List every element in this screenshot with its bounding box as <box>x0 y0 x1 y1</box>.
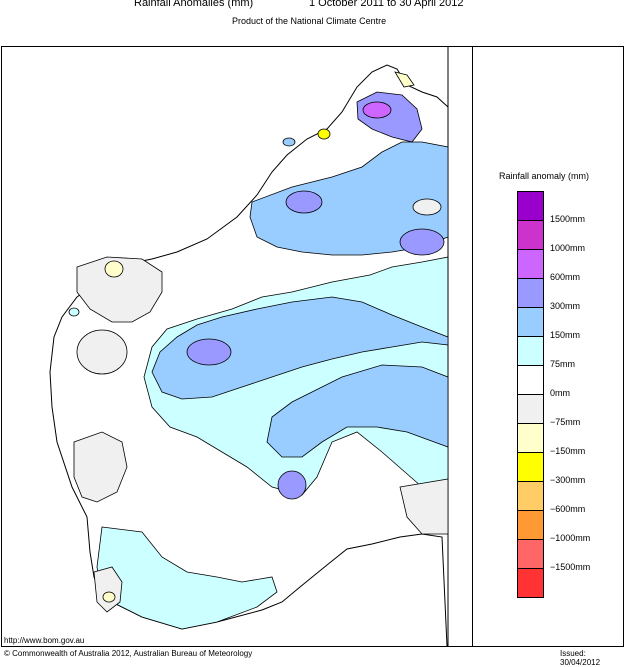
map-title: Rainfall Anomalies (mm) <box>134 0 254 9</box>
legend-swatch <box>517 307 544 337</box>
band-neg75-0-blob <box>76 329 128 375</box>
legend-swatch <box>517 249 544 279</box>
legend-label: −150mm <box>550 446 586 456</box>
legend-swatch <box>517 568 544 598</box>
band-300-600-blob <box>285 190 323 214</box>
legend-label: 0mm <box>550 388 570 398</box>
band-neg150-neg75-blob <box>102 591 116 603</box>
band-neg75-0-west <box>76 256 163 323</box>
band-300-600-blob <box>186 338 232 366</box>
source-link[interactable]: http://www.bom.gov.au <box>4 636 85 645</box>
band-neg75-0-southeast <box>399 478 449 535</box>
legend-swatch <box>517 481 544 511</box>
legend-swatch <box>517 191 544 221</box>
band-neg75-0-blob <box>412 198 442 216</box>
copyright-note: © Commonwealth of Australia 2012, Austra… <box>4 649 253 658</box>
island <box>68 307 80 317</box>
header: Rainfall Anomalies (mm) 1 October 2011 t… <box>0 0 626 46</box>
island <box>282 137 296 147</box>
legend-swatch <box>517 336 544 366</box>
legend-divider <box>472 46 473 647</box>
legend-swatch <box>517 365 544 395</box>
issued-date: Issued: 30/04/2012 <box>560 649 601 667</box>
legend-label: −600mm <box>550 504 586 514</box>
map-subtitle: Product of the National Climate Centre <box>232 16 387 26</box>
map-period: 1 October 2011 to 30 April 2012 <box>309 0 464 9</box>
legend-swatch <box>517 423 544 453</box>
legend-label: −1500mm <box>550 562 591 572</box>
map-frame <box>1 46 624 647</box>
legend-label: 600mm <box>550 272 581 282</box>
legend-label: 1500mm <box>550 214 586 224</box>
legend-label: 1000mm <box>550 243 586 253</box>
legend-swatch <box>517 452 544 482</box>
band-neg150-neg75-blob <box>104 260 124 278</box>
legend-label: −75mm <box>550 417 581 427</box>
band-neg75-0-southwest <box>73 431 128 503</box>
band-600-1000-blob <box>362 101 392 119</box>
band-neg300-neg150-blob <box>317 128 331 140</box>
legend-swatch <box>517 278 544 308</box>
legend-label: 75mm <box>550 359 576 369</box>
legend-label: −300mm <box>550 475 586 485</box>
legend-swatch <box>517 220 544 250</box>
legend-swatch <box>517 510 544 540</box>
legend-swatch <box>517 539 544 569</box>
rainfall-map <box>49 47 449 646</box>
band-neg150-neg75-north <box>394 71 415 88</box>
band-150-300 <box>151 167 449 458</box>
legend-label: −1000mm <box>550 533 591 543</box>
legend-label: 150mm <box>550 330 581 340</box>
legend-swatch <box>517 394 544 424</box>
legend-title: Rainfall anomaly (mm) <box>499 171 590 181</box>
band-neg75-0-swcape <box>93 566 123 613</box>
band-300-600-blob <box>277 470 307 500</box>
legend-label: 300mm <box>550 301 581 311</box>
band-300-600-blob <box>399 228 445 256</box>
